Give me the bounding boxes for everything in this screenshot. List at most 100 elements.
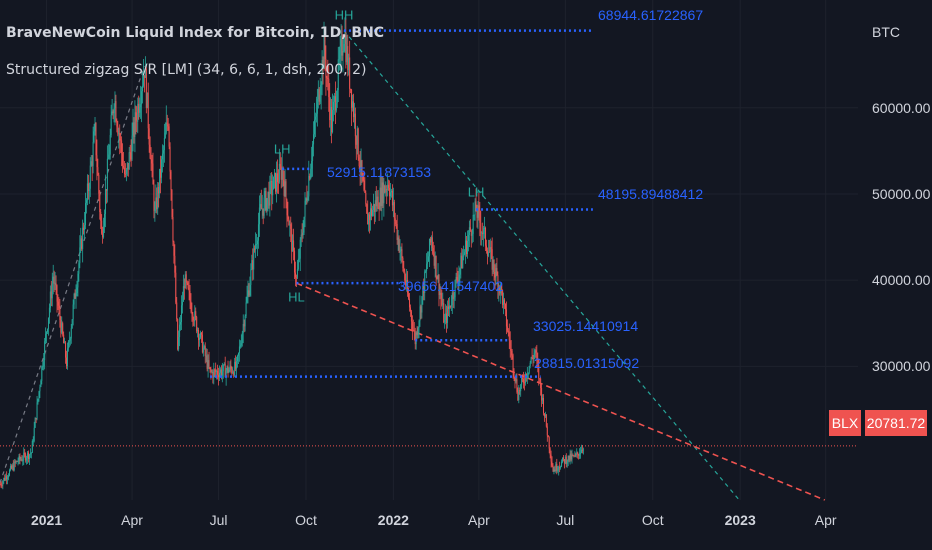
candle-body <box>438 274 440 295</box>
candle-body <box>263 197 265 216</box>
candle-body <box>464 251 466 255</box>
candle-body <box>468 227 470 236</box>
candle-body <box>247 290 249 297</box>
candle-body <box>290 224 292 229</box>
candle-body <box>75 292 77 299</box>
candle-body <box>348 57 350 71</box>
candle-body <box>536 352 538 360</box>
x-tick-label: 2021 <box>30 512 63 528</box>
candle-body <box>417 328 419 336</box>
candle-body <box>63 334 65 344</box>
candle-body <box>356 128 358 145</box>
candle-body <box>85 200 87 204</box>
candle-body <box>82 227 84 250</box>
candle-body <box>114 101 116 108</box>
pivot-label: LH <box>467 184 485 200</box>
candle-body <box>14 461 16 463</box>
candle-body <box>151 159 153 164</box>
candle-body <box>166 122 168 125</box>
candle-body <box>354 113 356 137</box>
candle-body <box>56 285 58 302</box>
candle-body <box>61 323 63 333</box>
candle-body <box>10 466 12 469</box>
candle-body <box>80 238 82 248</box>
candle-body <box>345 35 347 63</box>
candle-body <box>215 369 217 373</box>
candle-body <box>255 244 257 250</box>
candle-body <box>392 202 394 206</box>
candle-body <box>367 213 369 225</box>
candle-body <box>321 59 323 86</box>
candle-body <box>581 449 583 451</box>
candle-body <box>91 161 93 166</box>
candle-body <box>229 365 231 370</box>
y-tick-label: 60000.00 <box>872 99 931 116</box>
candle-body <box>180 305 182 323</box>
candle-body <box>497 275 499 291</box>
candle-body <box>98 175 100 194</box>
sr-level-label: 39656.41547402 <box>398 278 504 295</box>
candle-body <box>389 187 391 197</box>
candle-body <box>248 290 250 296</box>
candle-body <box>439 292 441 295</box>
candle-body <box>440 292 442 299</box>
candle-body <box>16 461 18 462</box>
candle-body <box>448 305 450 309</box>
candle-body <box>31 440 33 453</box>
candle-body <box>43 360 45 367</box>
candle-body <box>418 320 420 329</box>
candle-body <box>405 280 407 286</box>
candle-body <box>28 454 30 460</box>
candle-body <box>400 249 402 252</box>
candle-body <box>548 437 550 449</box>
candle-body <box>390 190 392 193</box>
candle-body <box>117 126 119 135</box>
candle-body <box>72 304 74 320</box>
candle-body <box>373 204 375 212</box>
candle-body <box>121 140 123 154</box>
candle-body <box>437 274 439 279</box>
candle-body <box>349 57 351 89</box>
candle-body <box>149 144 151 159</box>
candle-body <box>273 176 275 190</box>
candle-body <box>368 214 370 225</box>
trendlines <box>0 30 826 501</box>
candle-body <box>563 459 565 464</box>
candle-body <box>572 455 574 456</box>
candle-body <box>372 204 374 210</box>
candle-body <box>141 91 143 105</box>
candle-body <box>118 133 120 135</box>
candle-body <box>544 414 546 417</box>
candle-body <box>363 180 365 190</box>
candle-body <box>228 369 230 373</box>
candle-body <box>164 132 166 138</box>
candle-body <box>251 260 253 270</box>
candle-body <box>365 193 367 205</box>
candle-body <box>343 43 345 52</box>
candle-body <box>119 133 121 140</box>
candle-body <box>415 332 417 345</box>
candle-body <box>481 232 483 234</box>
candle-body <box>375 200 377 207</box>
candle-body <box>35 418 37 420</box>
candle-body <box>441 298 443 305</box>
candle-body <box>410 311 412 322</box>
candle-body <box>384 185 386 193</box>
candle-body <box>337 59 339 91</box>
candle-body <box>150 158 152 160</box>
candle-body <box>184 274 186 288</box>
candle-body <box>250 269 252 285</box>
candle-body <box>135 112 137 121</box>
candle-body <box>539 378 541 380</box>
candle-body <box>309 176 311 179</box>
candle-body <box>4 478 6 481</box>
candle-body <box>465 240 467 252</box>
candle-body <box>123 165 125 168</box>
candle-body <box>300 234 302 240</box>
candle-body <box>485 245 487 251</box>
candle-body <box>480 222 482 234</box>
candle-body <box>507 330 509 333</box>
candle-body <box>566 461 568 464</box>
candle-body <box>234 361 236 376</box>
